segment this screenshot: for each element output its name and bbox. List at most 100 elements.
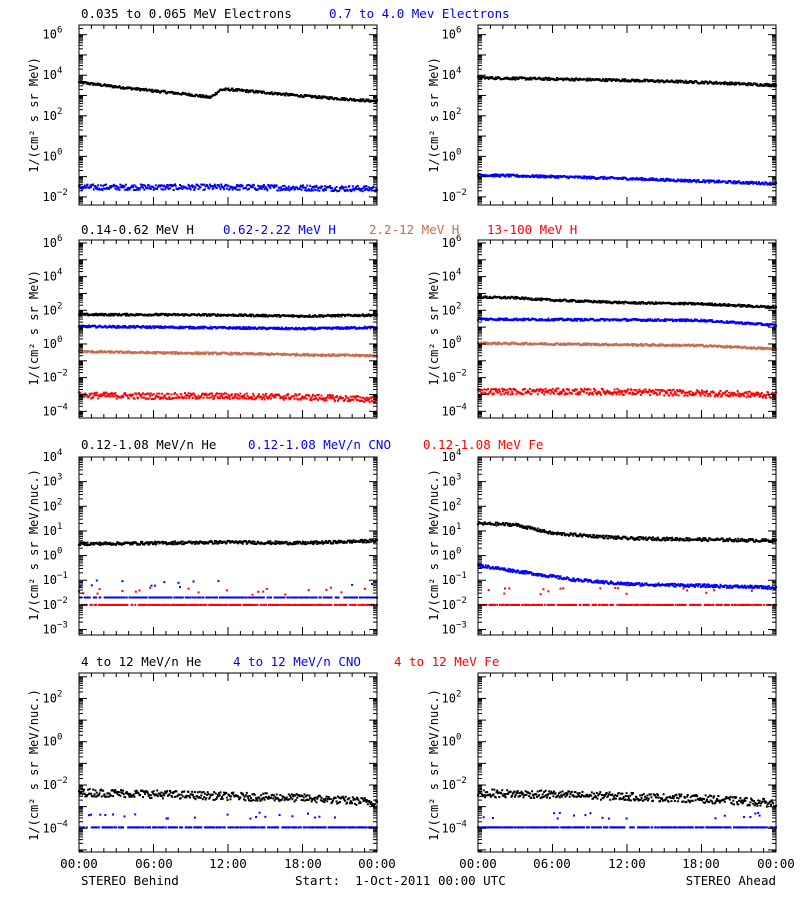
data-point: [643, 78, 646, 81]
data-point: [147, 327, 149, 329]
data-point: [124, 314, 127, 317]
data-point: [616, 302, 619, 305]
data-point: [371, 399, 373, 402]
y-tick-label-exponent: 2: [57, 107, 62, 117]
data-point: [134, 88, 137, 90]
data-point: [331, 395, 334, 398]
data-point: [313, 328, 316, 331]
data-point: [102, 393, 105, 396]
data-point: [748, 322, 751, 324]
data-point: [224, 395, 227, 398]
legend-low-he: 0.12-1.08 MeV/n He: [81, 437, 216, 452]
data-point: [730, 81, 733, 84]
y-axis-label-ahead-row-4: 1/(cm² s sr MeV/nuc.): [427, 689, 441, 841]
data-point: [111, 86, 114, 89]
data-point: [344, 189, 346, 192]
data-point: [750, 182, 753, 184]
data-point: [701, 180, 704, 183]
series-0-7-to-4-0-mev-electrons: [477, 173, 777, 186]
y-tick-label: 10: [43, 371, 57, 385]
data-point: [188, 92, 191, 95]
data-point: [723, 83, 726, 86]
data-point: [187, 94, 190, 97]
data-point: [97, 184, 100, 187]
data-point: [252, 326, 255, 329]
data-point: [156, 188, 159, 191]
data-point: [715, 80, 718, 83]
data-point: [349, 188, 351, 191]
data-point: [188, 325, 191, 328]
data-point: [751, 305, 754, 308]
legend-row-protons: 0.14-0.62 MeV H 0.62-2.22 MeV H 2.2-12 M…: [81, 222, 577, 237]
data-point: [344, 395, 347, 397]
data-point: [348, 185, 351, 188]
data-point: [223, 397, 226, 400]
data-point: [634, 301, 637, 304]
data-point: [576, 175, 579, 178]
data-point: [183, 314, 186, 317]
data-point: [298, 393, 301, 395]
data-point: [495, 175, 498, 178]
data-point: [187, 325, 190, 328]
data-point: [766, 306, 769, 309]
data-point: [521, 319, 524, 322]
data-point: [658, 81, 661, 84]
data-point: [336, 326, 339, 329]
data-point: [725, 321, 728, 324]
data-point: [365, 396, 368, 399]
data-point: [231, 87, 234, 90]
data-point: [524, 78, 527, 81]
data-point: [335, 186, 338, 188]
data-point: [526, 77, 529, 80]
data-point: [484, 319, 487, 321]
data-point: [107, 394, 110, 397]
data-point: [269, 394, 272, 397]
data-point: [251, 327, 254, 330]
data-point: [209, 392, 212, 395]
data-point: [647, 179, 650, 182]
data-point: [180, 185, 183, 188]
data-point: [371, 355, 373, 358]
data-point: [117, 86, 120, 89]
data-point: [267, 397, 270, 400]
data-point: [129, 86, 132, 89]
data-point: [565, 78, 568, 81]
data-point: [245, 352, 248, 355]
data-point: [277, 313, 280, 316]
data-point: [320, 394, 323, 397]
data-point: [299, 95, 302, 98]
data-point: [201, 95, 204, 98]
data-point: [570, 78, 573, 81]
y-axis-label-ahead-row-2: 1/(cm² s sr MeV): [427, 270, 441, 386]
data-point: [263, 398, 266, 401]
data-point: [608, 177, 611, 180]
data-point: [334, 315, 336, 318]
data-point: [667, 179, 670, 182]
data-point: [283, 395, 286, 398]
data-point: [324, 353, 327, 356]
data-point: [738, 81, 740, 84]
data-point: [106, 187, 109, 190]
data-point: [294, 354, 297, 357]
data-point: [119, 183, 122, 186]
data-point: [195, 352, 198, 355]
data-point: [707, 179, 710, 182]
data-point: [164, 188, 167, 191]
data-point: [301, 186, 304, 189]
data-point: [121, 326, 124, 329]
data-point: [188, 396, 191, 399]
data-point: [246, 327, 249, 330]
data-point: [708, 181, 711, 184]
data-point: [556, 317, 559, 320]
data-point: [651, 178, 654, 181]
data-point: [313, 354, 316, 357]
data-point: [504, 342, 506, 345]
data-point: [247, 184, 250, 186]
data-point: [305, 352, 308, 355]
data-point: [213, 94, 216, 97]
data-point: [774, 323, 777, 326]
data-point: [733, 180, 736, 183]
data-point: [168, 184, 171, 187]
data-point: [147, 392, 149, 395]
data-point: [132, 393, 135, 396]
